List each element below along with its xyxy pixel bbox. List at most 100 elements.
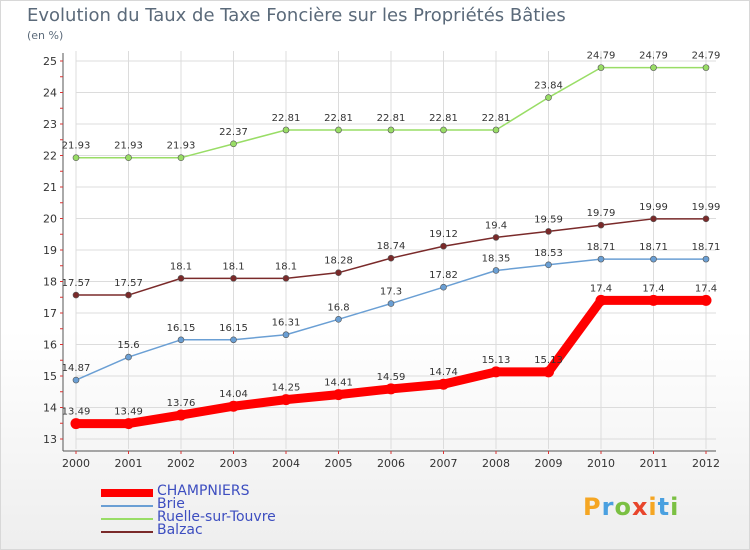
data-label: 18.53 bbox=[534, 248, 563, 259]
data-label: 17.4 bbox=[590, 283, 612, 294]
data-label: 19.99 bbox=[692, 202, 721, 213]
data-label: 18.74 bbox=[377, 241, 406, 252]
legend-label: CHAMPNIERS bbox=[157, 483, 250, 499]
data-point bbox=[175, 409, 187, 421]
data-label: 19.4 bbox=[485, 220, 507, 231]
data-label: 18.71 bbox=[692, 242, 721, 253]
data-point bbox=[72, 376, 80, 384]
data-label: 18.28 bbox=[324, 256, 353, 267]
data-point bbox=[123, 418, 134, 430]
data-point bbox=[333, 389, 344, 401]
data-point bbox=[282, 331, 290, 339]
data-point bbox=[700, 294, 712, 306]
data-label: 17.3 bbox=[380, 287, 402, 298]
data-point bbox=[702, 215, 710, 223]
data-point bbox=[648, 294, 659, 306]
data-point bbox=[597, 221, 605, 229]
data-point bbox=[125, 291, 132, 299]
y-tick-label: 14 bbox=[43, 402, 57, 415]
data-point bbox=[545, 261, 552, 269]
data-point bbox=[492, 267, 500, 274]
axes: 13 14 15 16 17 18 19 20 21 22 23 24 25 2000 2001 2002 20… bbox=[43, 53, 720, 470]
y-tick-label: 19 bbox=[43, 244, 57, 257]
data-label: 15.13 bbox=[482, 355, 511, 366]
chart-title: Evolution du Taux de Taxe Foncière sur l… bbox=[27, 5, 566, 26]
data-point bbox=[282, 275, 290, 282]
data-point bbox=[280, 394, 292, 406]
data-label: 19.59 bbox=[534, 214, 563, 225]
x-tick-label: 2010 bbox=[587, 457, 615, 470]
y-tick-label: 24 bbox=[43, 87, 57, 100]
data-label: 24.79 bbox=[692, 51, 721, 62]
data-label: 17.57 bbox=[114, 278, 143, 289]
data-point bbox=[387, 126, 395, 134]
data-label: 13.76 bbox=[167, 398, 196, 409]
y-tick-label: 15 bbox=[43, 370, 57, 383]
data-label: 14.41 bbox=[324, 378, 353, 389]
data-label: 18.71 bbox=[587, 242, 616, 253]
data-point bbox=[230, 275, 237, 282]
data-label: 14.04 bbox=[219, 389, 248, 400]
data-point bbox=[440, 242, 447, 250]
legend-swatch bbox=[101, 489, 153, 497]
data-label: 18.35 bbox=[482, 253, 511, 264]
data-point bbox=[387, 254, 395, 262]
data-point bbox=[177, 154, 185, 162]
data-label: 16.15 bbox=[167, 323, 196, 334]
data-point bbox=[335, 315, 342, 323]
data-label: 15.6 bbox=[117, 340, 139, 351]
y-tick-label: 23 bbox=[43, 118, 57, 131]
data-point bbox=[440, 283, 447, 291]
legend-swatch bbox=[101, 505, 153, 507]
data-label: 16.8 bbox=[327, 302, 349, 313]
x-tick-label: 2009 bbox=[535, 457, 563, 470]
data-label: 16.15 bbox=[219, 323, 248, 334]
data-label: 16.31 bbox=[272, 318, 301, 329]
data-point bbox=[282, 126, 290, 134]
data-point bbox=[72, 154, 80, 162]
x-tick-label: 2003 bbox=[220, 457, 248, 470]
data-point bbox=[597, 64, 605, 71]
data-label: 17.4 bbox=[642, 283, 664, 294]
data-point bbox=[177, 336, 185, 344]
series-layer bbox=[70, 64, 712, 430]
data-label: 18.1 bbox=[222, 261, 244, 272]
data-labels: 14.87 15.6 16.15 16.15 16.31 16.8 17.3 17.82 18.… bbox=[62, 51, 721, 418]
data-point bbox=[702, 64, 710, 71]
x-tick-label: 2001 bbox=[115, 457, 143, 470]
data-label: 14.25 bbox=[272, 383, 301, 394]
data-label: 17.4 bbox=[695, 283, 717, 294]
data-point bbox=[438, 378, 449, 390]
legend-swatch bbox=[101, 531, 153, 533]
data-point bbox=[595, 294, 607, 306]
data-point bbox=[385, 383, 397, 395]
data-point bbox=[545, 228, 552, 235]
data-label: 19.99 bbox=[639, 202, 668, 213]
data-point bbox=[490, 366, 502, 378]
y-tick-label: 25 bbox=[43, 55, 57, 68]
data-point bbox=[387, 300, 395, 307]
data-label: 24.79 bbox=[587, 51, 616, 62]
x-tick-label: 2006 bbox=[377, 457, 405, 470]
y-tick-label: 16 bbox=[43, 339, 57, 352]
data-label: 22.81 bbox=[429, 113, 458, 124]
data-point bbox=[597, 255, 605, 263]
data-point bbox=[230, 336, 237, 344]
data-label: 17.82 bbox=[429, 270, 458, 281]
data-label: 23.84 bbox=[534, 81, 563, 92]
data-label: 22.81 bbox=[324, 113, 353, 124]
data-label: 24.79 bbox=[639, 51, 668, 62]
data-point bbox=[492, 234, 500, 241]
data-point bbox=[230, 140, 237, 148]
data-point bbox=[125, 353, 132, 361]
data-point bbox=[125, 154, 132, 162]
data-point bbox=[545, 94, 552, 101]
data-point bbox=[492, 126, 500, 134]
data-point bbox=[650, 255, 657, 263]
data-point bbox=[72, 291, 80, 299]
x-tick-label: 2004 bbox=[272, 457, 300, 470]
x-tick-label: 2005 bbox=[325, 457, 353, 470]
y-tick-label: 17 bbox=[43, 307, 57, 320]
data-label: 19.79 bbox=[587, 208, 616, 219]
